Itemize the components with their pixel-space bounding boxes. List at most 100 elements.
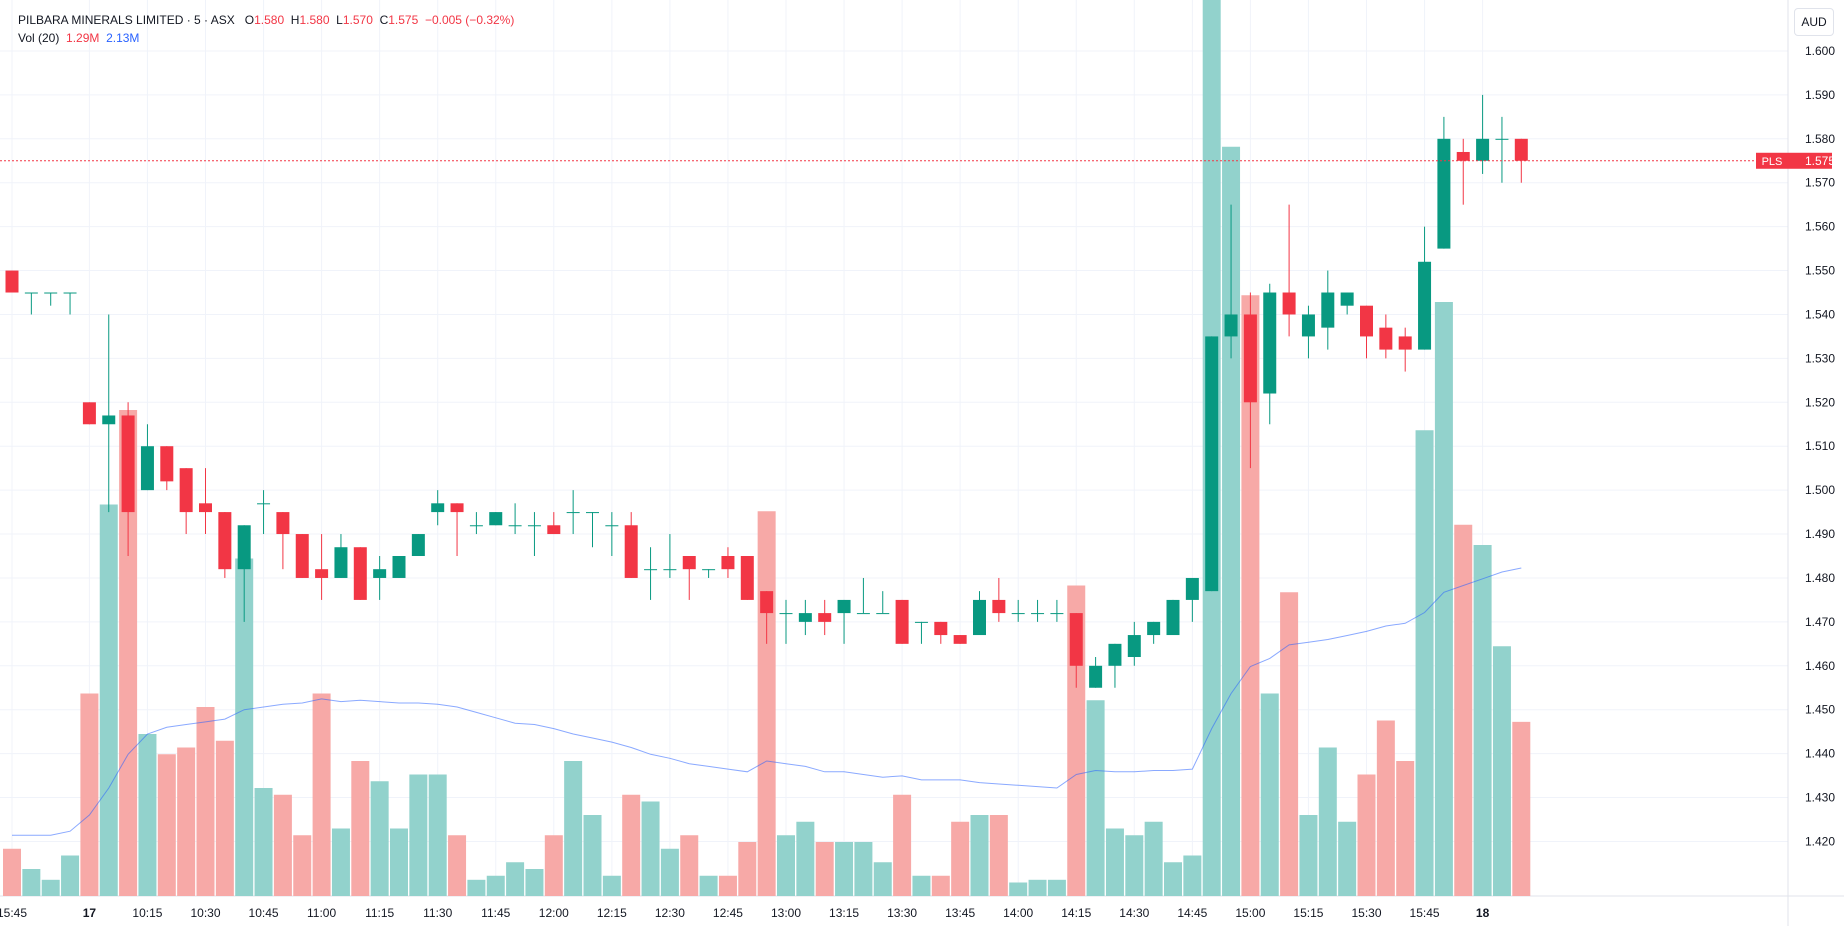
candle — [1495, 116, 1509, 183]
candle-body — [1437, 138, 1451, 249]
time-tick-label: 18 — [1476, 906, 1490, 920]
candle-body — [760, 591, 774, 614]
candle-body — [489, 512, 503, 526]
volume-bars — [3, 0, 1531, 896]
last-price-tag-bg — [1788, 152, 1832, 169]
candle-body — [837, 599, 851, 614]
price-axis: 1.420 1.430 1.440 1.450 1.460 1.470 1.480 1.490… — [1805, 44, 1835, 848]
candle-body — [508, 525, 522, 527]
candle-body — [353, 547, 367, 600]
candle-body — [450, 503, 464, 513]
currency-button[interactable]: AUD — [1794, 8, 1834, 36]
price-tick-label: 1.560 — [1805, 220, 1835, 234]
volume-bar — [273, 794, 292, 896]
time-tick-label: 13:15 — [829, 906, 859, 920]
volume-bar — [1280, 592, 1299, 896]
candle-body — [1166, 599, 1180, 636]
candle — [953, 635, 967, 644]
candle-body — [1321, 292, 1335, 328]
volume-bar — [525, 869, 544, 896]
candle — [1398, 327, 1412, 372]
candle — [411, 534, 425, 557]
candle — [1243, 292, 1257, 469]
open-label: O — [244, 13, 255, 27]
time-tick-label: 15:45 — [1410, 906, 1440, 920]
volume-bar — [893, 794, 912, 896]
volume-label[interactable]: Vol (20) — [18, 31, 60, 45]
time-tick-label: 11:30 — [423, 906, 452, 920]
candle — [721, 547, 735, 578]
volume-bar — [351, 761, 370, 896]
candle-body — [818, 613, 832, 622]
candle-body — [624, 525, 638, 578]
time-tick-label: 13:45 — [945, 906, 975, 920]
volume-bar — [1183, 855, 1202, 896]
volume-bar — [409, 774, 428, 896]
time-tick-label: 15:00 — [1235, 906, 1265, 920]
symbol-title[interactable]: PILBARA MINERALS LIMITED · 5 · ASX — [18, 13, 235, 27]
volume-bar — [119, 410, 138, 896]
volume-bar — [660, 848, 679, 896]
price-tick-label: 1.510 — [1805, 439, 1835, 453]
volume-bar — [486, 875, 505, 896]
volume-bar — [1241, 295, 1260, 896]
candle — [895, 599, 909, 644]
price-tick-label: 1.480 — [1805, 571, 1835, 585]
volume-bar — [564, 761, 583, 896]
volume-value: 1.29M — [66, 31, 100, 45]
time-axis: 15:45 17 10:15 10:30 10:45 11:00 11:15 11:30 11:… — [0, 906, 1490, 920]
candle — [1147, 621, 1161, 644]
volume-bar — [1492, 646, 1511, 896]
candle — [566, 490, 580, 535]
ticker-tag-label: PLS — [1762, 156, 1783, 168]
candle — [121, 402, 135, 557]
candle — [1050, 599, 1064, 622]
volume-bar — [1376, 720, 1395, 896]
candle — [353, 547, 367, 600]
candle — [876, 591, 890, 615]
candle — [373, 556, 387, 600]
volume-row: Vol (20) 1.29M 2.13M — [18, 29, 514, 47]
last-price-tag-value: 1.575 — [1805, 154, 1835, 168]
candle-body — [1340, 292, 1354, 306]
high-value: 1.580 — [299, 13, 330, 27]
candle — [1301, 305, 1315, 359]
candle — [102, 314, 116, 513]
candle — [1282, 204, 1296, 337]
volume-bar — [3, 848, 21, 896]
volume-bar — [215, 740, 234, 896]
candle-body — [44, 292, 58, 294]
candle — [1379, 314, 1393, 359]
time-tick-label: 14:15 — [1061, 906, 1091, 920]
candle-body — [199, 503, 212, 513]
candle — [1166, 599, 1180, 636]
candle-body — [63, 292, 77, 294]
time-tick-label: 13:00 — [771, 906, 801, 920]
volume-sma-line — [12, 567, 1522, 836]
candle — [1205, 336, 1219, 592]
candle-body — [257, 503, 271, 505]
price-tick-label: 1.440 — [1805, 747, 1835, 761]
candle — [295, 534, 309, 578]
price-tick-label: 1.570 — [1805, 176, 1835, 190]
candle — [856, 577, 870, 615]
candle — [1185, 577, 1199, 622]
volume-bar — [1454, 524, 1473, 896]
price-tick-label: 1.470 — [1805, 615, 1835, 629]
volume-bar — [1125, 835, 1144, 896]
price-tag: PLS 1.575 — [1756, 152, 1835, 169]
volume-bar — [718, 875, 737, 896]
candle-body — [1301, 314, 1315, 337]
candle-body — [1398, 336, 1412, 350]
volume-bar — [738, 842, 757, 896]
candle-body — [431, 503, 445, 513]
volume-bar — [699, 875, 718, 896]
candle — [1418, 226, 1432, 350]
candle-body — [644, 569, 658, 571]
candle — [82, 402, 96, 425]
candle-body — [1205, 336, 1219, 592]
candle-body — [102, 415, 116, 425]
candle — [1031, 599, 1045, 622]
